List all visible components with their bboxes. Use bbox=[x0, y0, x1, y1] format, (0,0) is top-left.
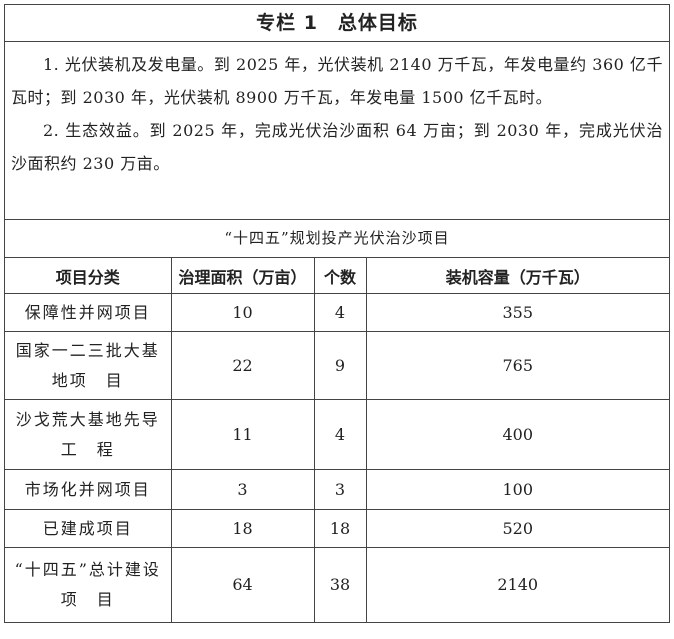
cell-capacity: 520 bbox=[365, 509, 669, 548]
cell-count: 9 bbox=[313, 331, 367, 400]
cell-count: 18 bbox=[313, 509, 367, 548]
cell-capacity: 400 bbox=[365, 399, 669, 470]
cell-count: 4 bbox=[313, 293, 367, 332]
cell-category: 沙戈荒大基地先导工 程 bbox=[5, 399, 172, 470]
table-row: 保障性并网项目 10 4 355 bbox=[5, 293, 669, 332]
table-header-row: 项目分类 治理面积（万亩） 个数 装机容量（万千瓦） bbox=[5, 258, 669, 294]
cell-area: 22 bbox=[170, 331, 315, 400]
table-row: 市场化并网项目 3 3 100 bbox=[5, 469, 669, 510]
goals-text: 1. 光伏装机及发电量。到 2025 年，光伏装机 2140 万千瓦，年发电量约… bbox=[5, 42, 669, 220]
cell-category: 市场化并网项目 bbox=[5, 469, 172, 510]
cell-category: “十四五”总计建设项 目 bbox=[5, 547, 172, 622]
cell-area: 3 bbox=[170, 469, 315, 510]
column-box: 专栏 1 总体目标 1. 光伏装机及发电量。到 2025 年，光伏装机 2140… bbox=[4, 4, 670, 623]
header-count: 个数 bbox=[313, 258, 367, 294]
goal-paragraph-2: 2. 生态效益。到 2025 年，完成光伏治沙面积 64 万亩；到 2030 年… bbox=[11, 121, 663, 173]
cell-area: 18 bbox=[170, 509, 315, 548]
cell-category: 已建成项目 bbox=[5, 509, 172, 548]
cell-capacity: 765 bbox=[365, 331, 669, 400]
cell-count: 38 bbox=[313, 547, 367, 622]
projects-table: 项目分类 治理面积（万亩） 个数 装机容量（万千瓦） 保障性并网项目 10 4 … bbox=[5, 258, 669, 622]
cell-capacity: 100 bbox=[365, 469, 669, 510]
header-category: 项目分类 bbox=[5, 258, 172, 294]
table-row: 国家一二三批大基地项 目 22 9 765 bbox=[5, 331, 669, 400]
table-caption: “十四五”规划投产光伏治沙项目 bbox=[5, 220, 669, 258]
box-title: 专栏 1 总体目标 bbox=[5, 5, 669, 42]
cell-count: 3 bbox=[313, 469, 367, 510]
cell-count: 4 bbox=[313, 399, 367, 470]
cell-capacity: 2140 bbox=[365, 547, 669, 622]
table-row: “十四五”总计建设项 目 64 38 2140 bbox=[5, 547, 669, 622]
goal-paragraph-1: 1. 光伏装机及发电量。到 2025 年，光伏装机 2140 万千瓦，年发电量约… bbox=[11, 55, 663, 107]
cell-category: 国家一二三批大基地项 目 bbox=[5, 331, 172, 400]
cell-area: 11 bbox=[170, 399, 315, 470]
table-row: 已建成项目 18 18 520 bbox=[5, 509, 669, 548]
header-area: 治理面积（万亩） bbox=[170, 258, 315, 294]
cell-area: 64 bbox=[170, 547, 315, 622]
cell-area: 10 bbox=[170, 293, 315, 332]
table-row: 沙戈荒大基地先导工 程 11 4 400 bbox=[5, 399, 669, 470]
cell-category: 保障性并网项目 bbox=[5, 293, 172, 332]
cell-capacity: 355 bbox=[365, 293, 669, 332]
header-capacity: 装机容量（万千瓦） bbox=[365, 258, 669, 294]
